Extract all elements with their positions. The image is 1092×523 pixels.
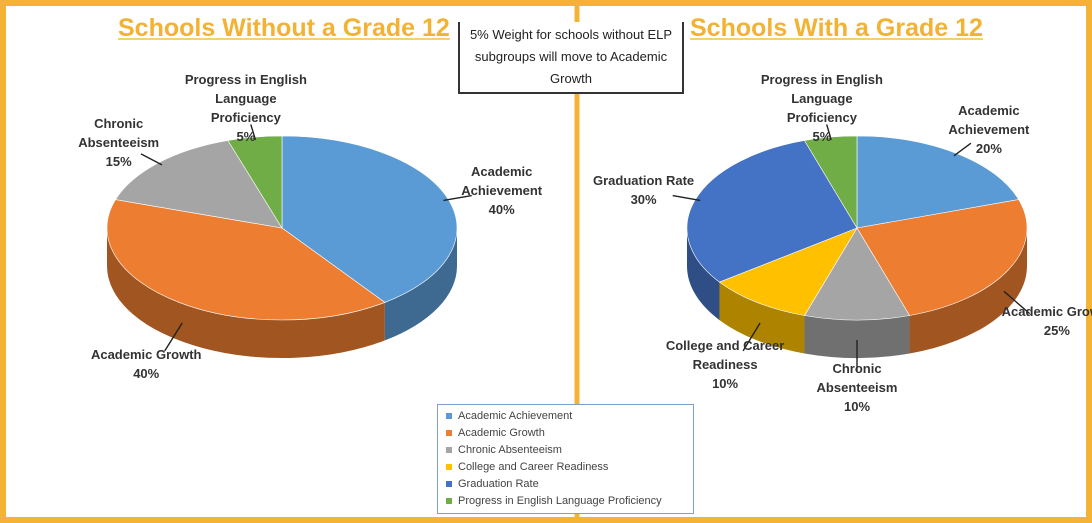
label-category: Chronic Absenteeism (78, 115, 160, 150)
slice-side (804, 315, 910, 359)
legend-label: Graduation Rate (458, 478, 539, 490)
leader-line (164, 322, 183, 352)
data-label: College and Career Readiness 10% (660, 336, 790, 393)
legend-swatch (446, 481, 452, 488)
leader-line (742, 322, 761, 352)
slice (803, 227, 911, 321)
slice (718, 227, 858, 316)
label-category: Graduation Rate (593, 173, 695, 189)
label-value: 30% (630, 192, 657, 208)
data-label: Academic Growth 40% (81, 345, 211, 383)
legend-item: Chronic Absenteeism (446, 442, 685, 459)
data-label: Graduation Rate 30% (579, 171, 709, 209)
legend-swatch (446, 413, 452, 420)
label-category: Academic Growth (90, 347, 202, 363)
label-value: 40% (488, 201, 515, 217)
label-value: 25% (1043, 323, 1070, 339)
slice-side (107, 228, 385, 358)
chart-title: Schools With a Grade 12 (690, 14, 983, 42)
label-category: Progress in English Language Proficiency (760, 72, 883, 126)
leader-line (826, 124, 832, 141)
leader-line (672, 194, 701, 202)
data-label: Progress in English Language Proficiency… (181, 70, 311, 146)
label-category: Academic Achievement (948, 103, 1030, 138)
leader-line (953, 142, 972, 157)
data-label: Academic Growth 25% (992, 302, 1092, 340)
legend-label: Progress in English Language Proficiency (458, 495, 662, 507)
label-value: 10% (712, 375, 739, 391)
label-value: 40% (133, 366, 160, 382)
data-label: Academic Achievement 20% (924, 101, 1054, 158)
label-category: Academic Growth (1001, 304, 1092, 320)
chart-title: Schools Without a Grade 12 (118, 14, 450, 42)
slice-side (909, 228, 1027, 354)
leader-line (1003, 290, 1031, 315)
legend-label: Chronic Absenteeism (458, 444, 562, 456)
data-label: Progress in English Language Proficiency… (757, 70, 887, 146)
data-label: Chronic Absenteeism 10% (792, 359, 922, 416)
slice (106, 199, 386, 321)
label-value: 10% (843, 398, 871, 414)
legend-label: Academic Achievement (458, 410, 573, 422)
label-value: 5% (236, 129, 256, 145)
label-category: Academic Achievement (461, 163, 543, 198)
legend-label: Academic Growth (458, 427, 545, 439)
leader-line (140, 153, 163, 166)
data-label: Academic Achievement 40% (437, 162, 567, 219)
legend-label: College and Career Readiness (458, 461, 609, 473)
leader-line (250, 124, 257, 141)
label-category: College and Career Readiness (665, 337, 785, 372)
legend-swatch (446, 447, 452, 454)
legend-item: Graduation Rate (446, 476, 685, 493)
legend-item: Academic Growth (446, 425, 685, 442)
legend-item: College and Career Readiness (446, 459, 685, 476)
data-label: Chronic Absenteeism 15% (54, 114, 184, 171)
legend-swatch (446, 464, 452, 471)
label-category: Progress in English Language Proficiency (184, 72, 307, 126)
slice-side (687, 228, 720, 321)
slice-side (719, 282, 805, 354)
leader-line (443, 194, 472, 202)
label-value: 5% (812, 129, 832, 145)
note-box: 5% Weight for schools without ELP subgro… (458, 22, 684, 94)
legend: Academic Achievement Academic Growth Chron… (437, 404, 694, 514)
label-value: 20% (975, 141, 1002, 157)
legend-swatch (446, 498, 452, 505)
legend-item: Progress in English Language Proficiency (446, 493, 685, 510)
legend-item: Academic Achievement (446, 408, 685, 425)
legend-swatch (446, 430, 452, 437)
label-value: 15% (105, 153, 132, 169)
slice (856, 199, 1028, 316)
label-category: Chronic Absenteeism (816, 360, 898, 395)
